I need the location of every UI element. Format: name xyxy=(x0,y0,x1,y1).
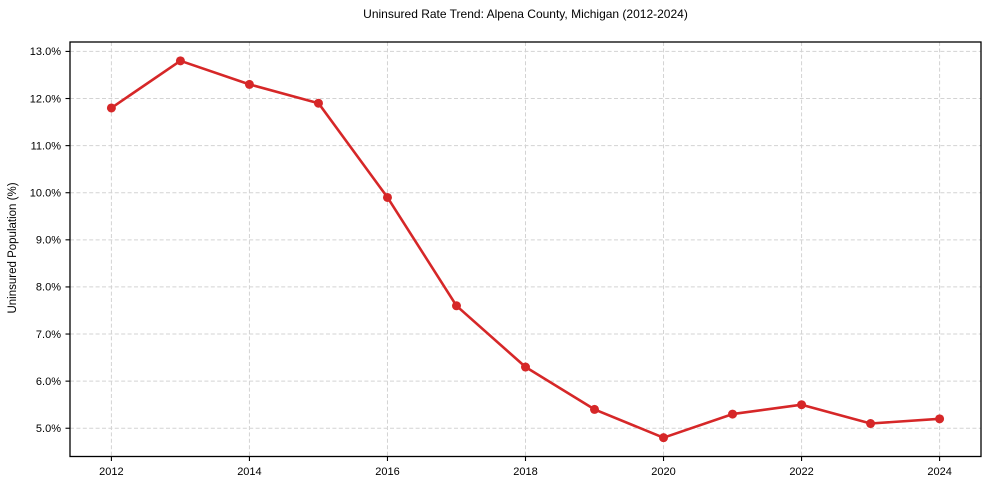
data-point-marker xyxy=(313,98,323,108)
x-tick-label: 2020 xyxy=(651,466,675,478)
data-point-marker xyxy=(935,414,945,424)
x-tick-label: 2012 xyxy=(99,466,123,478)
chart-title: Uninsured Rate Trend: Alpena County, Mic… xyxy=(363,7,688,21)
data-point-marker xyxy=(106,103,116,113)
data-point-marker xyxy=(728,409,738,419)
data-point-marker xyxy=(382,192,392,202)
y-tick-label: 11.0% xyxy=(31,140,62,152)
y-tick-label: 7.0% xyxy=(36,329,61,341)
data-point-marker xyxy=(659,433,669,443)
y-tick-label: 10.0% xyxy=(30,187,61,199)
data-point-marker xyxy=(244,79,254,89)
y-tick-label: 13.0% xyxy=(30,46,61,58)
data-point-marker xyxy=(590,404,600,414)
data-point-marker xyxy=(866,419,876,429)
x-tick-label: 2014 xyxy=(237,466,261,478)
data-point-marker xyxy=(451,301,461,311)
data-point-marker xyxy=(175,56,185,66)
y-tick-label: 6.0% xyxy=(36,376,61,388)
data-point-marker xyxy=(521,362,530,372)
y-tick-label: 9.0% xyxy=(36,235,61,247)
x-tick-label: 2018 xyxy=(513,466,537,478)
x-tick-label: 2024 xyxy=(927,466,951,478)
y-tick-label: 5.0% xyxy=(36,423,61,435)
x-tick-label: 2016 xyxy=(375,466,399,478)
y-tick-label: 12.0% xyxy=(30,93,61,105)
y-tick-label: 8.0% xyxy=(36,282,61,294)
data-point-marker xyxy=(797,400,807,410)
x-tick-label: 2022 xyxy=(789,466,813,478)
